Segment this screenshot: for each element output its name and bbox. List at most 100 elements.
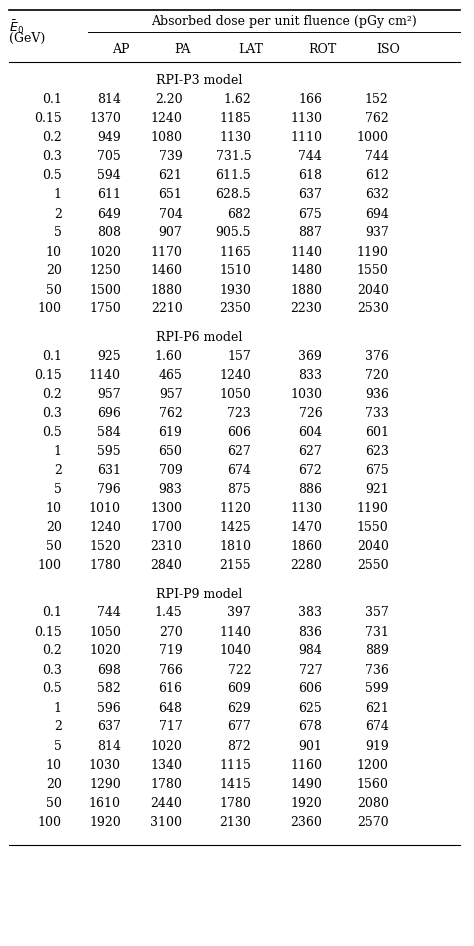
Text: 152: 152 xyxy=(365,94,389,107)
Text: 1490: 1490 xyxy=(291,778,322,791)
Text: 627: 627 xyxy=(228,445,251,458)
Text: 100: 100 xyxy=(37,303,62,316)
Text: 0.2: 0.2 xyxy=(42,644,62,657)
Text: $\bar{E}_0$: $\bar{E}_0$ xyxy=(9,18,25,36)
Text: 1560: 1560 xyxy=(357,778,389,791)
Text: 889: 889 xyxy=(365,644,389,657)
Text: 905.5: 905.5 xyxy=(216,226,251,239)
Text: 1.45: 1.45 xyxy=(155,606,182,620)
Text: 1020: 1020 xyxy=(89,644,121,657)
Text: 0.3: 0.3 xyxy=(42,150,62,164)
Text: 727: 727 xyxy=(299,663,322,676)
Text: PA: PA xyxy=(174,44,191,57)
Text: 731.5: 731.5 xyxy=(216,150,251,164)
Text: 0.5: 0.5 xyxy=(42,682,62,695)
Text: 833: 833 xyxy=(298,369,322,382)
Text: 2155: 2155 xyxy=(219,559,251,572)
Text: 582: 582 xyxy=(97,682,121,695)
Text: 584: 584 xyxy=(97,426,121,439)
Text: 5: 5 xyxy=(54,740,62,752)
Text: 694: 694 xyxy=(365,207,389,220)
Text: 1130: 1130 xyxy=(290,502,322,515)
Text: 919: 919 xyxy=(365,740,389,752)
Text: 0.2: 0.2 xyxy=(42,388,62,401)
Text: 1.62: 1.62 xyxy=(223,94,251,107)
Text: 719: 719 xyxy=(159,644,182,657)
Text: 1115: 1115 xyxy=(219,759,251,772)
Text: 2: 2 xyxy=(54,464,62,477)
Text: 766: 766 xyxy=(159,663,182,676)
Text: 1370: 1370 xyxy=(89,113,121,126)
Text: 675: 675 xyxy=(365,464,389,477)
Text: 3100: 3100 xyxy=(150,815,182,829)
Text: 631: 631 xyxy=(97,464,121,477)
Text: RPI-P3 model: RPI-P3 model xyxy=(156,75,242,87)
Text: 814: 814 xyxy=(97,740,121,752)
Text: 619: 619 xyxy=(159,426,182,439)
Text: 921: 921 xyxy=(365,483,389,496)
Text: 2: 2 xyxy=(54,721,62,733)
Text: 1000: 1000 xyxy=(356,131,389,145)
Text: 1610: 1610 xyxy=(89,797,121,810)
Text: 762: 762 xyxy=(365,113,389,126)
Text: 1240: 1240 xyxy=(219,369,251,382)
Text: 2040: 2040 xyxy=(357,284,389,296)
Text: 872: 872 xyxy=(228,740,251,752)
Text: 887: 887 xyxy=(299,226,322,239)
Text: 836: 836 xyxy=(298,625,322,639)
Text: LAT: LAT xyxy=(239,44,264,57)
Text: 606: 606 xyxy=(227,426,251,439)
Text: 1120: 1120 xyxy=(219,502,251,515)
Text: 621: 621 xyxy=(365,702,389,714)
Text: 20: 20 xyxy=(46,521,62,534)
Text: 1010: 1010 xyxy=(89,502,121,515)
Text: 20: 20 xyxy=(46,265,62,277)
Text: 722: 722 xyxy=(228,663,251,676)
Text: 1700: 1700 xyxy=(151,521,182,534)
Text: 609: 609 xyxy=(228,682,251,695)
Text: 1290: 1290 xyxy=(89,778,121,791)
Text: RPI-P6 model: RPI-P6 model xyxy=(156,331,242,344)
Text: 601: 601 xyxy=(365,426,389,439)
Text: 100: 100 xyxy=(37,559,62,572)
Text: 726: 726 xyxy=(299,407,322,420)
Text: 739: 739 xyxy=(159,150,182,164)
Text: 675: 675 xyxy=(299,207,322,220)
Text: 1520: 1520 xyxy=(89,540,121,553)
Text: 2350: 2350 xyxy=(219,303,251,316)
Text: 2.20: 2.20 xyxy=(155,94,182,107)
Text: 2840: 2840 xyxy=(151,559,182,572)
Text: 1040: 1040 xyxy=(219,644,251,657)
Text: 1020: 1020 xyxy=(89,246,121,258)
Text: 704: 704 xyxy=(159,207,182,220)
Text: 1190: 1190 xyxy=(357,502,389,515)
Text: 901: 901 xyxy=(299,740,322,752)
Text: 1: 1 xyxy=(54,188,62,201)
Text: 2440: 2440 xyxy=(151,797,182,810)
Text: 1920: 1920 xyxy=(291,797,322,810)
Text: 2130: 2130 xyxy=(219,815,251,829)
Text: 1165: 1165 xyxy=(219,246,251,258)
Text: 1110: 1110 xyxy=(290,131,322,145)
Text: 357: 357 xyxy=(365,606,389,620)
Text: 1240: 1240 xyxy=(151,113,182,126)
Text: 1020: 1020 xyxy=(151,740,182,752)
Text: 0.3: 0.3 xyxy=(42,663,62,676)
Text: 0.1: 0.1 xyxy=(42,350,62,363)
Text: 2230: 2230 xyxy=(291,303,322,316)
Text: 2570: 2570 xyxy=(357,815,389,829)
Text: 1300: 1300 xyxy=(150,502,182,515)
Text: 1425: 1425 xyxy=(219,521,251,534)
Text: 594: 594 xyxy=(97,169,121,183)
Text: 621: 621 xyxy=(159,169,182,183)
Text: 984: 984 xyxy=(299,644,322,657)
Text: Absorbed dose per unit fluence (pGy cm²): Absorbed dose per unit fluence (pGy cm²) xyxy=(152,15,417,28)
Text: 599: 599 xyxy=(365,682,389,695)
Text: 50: 50 xyxy=(46,797,62,810)
Text: 731: 731 xyxy=(365,625,389,639)
Text: 682: 682 xyxy=(228,207,251,220)
Text: 2360: 2360 xyxy=(291,815,322,829)
Text: ISO: ISO xyxy=(377,44,401,57)
Text: 376: 376 xyxy=(365,350,389,363)
Text: 2280: 2280 xyxy=(291,559,322,572)
